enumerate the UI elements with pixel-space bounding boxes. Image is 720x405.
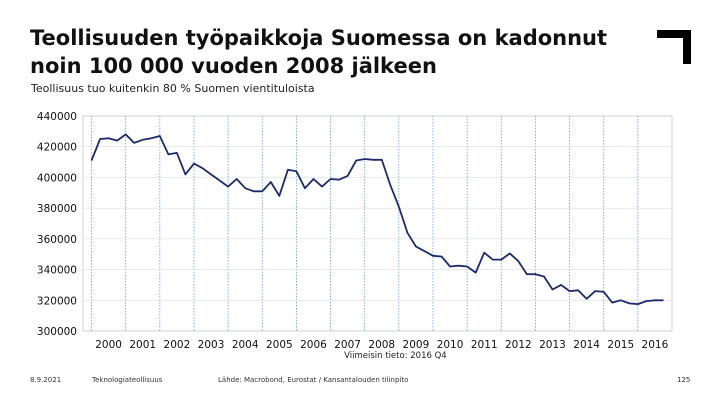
y-tick-label: 400000 [37, 172, 77, 184]
x-tick-label: 2002 [164, 339, 191, 351]
x-tick-label: 2014 [573, 339, 600, 351]
plot-frame [82, 115, 673, 332]
footer-org: Teknologiateollisuus [92, 376, 163, 384]
x-tick-label: 2013 [539, 339, 566, 351]
line-chart: 300000 320000 340000 360000 380000 400000 4200… [37, 111, 673, 361]
plot-border [82, 115, 673, 332]
x-axis-ticks: 2000 2001 2002 2003 2004 2005 2006 2007 2008 2009… [95, 339, 668, 351]
x-tick-label: 2016 [642, 339, 669, 351]
y-tick-label: 340000 [37, 265, 77, 277]
x-tick-label: 2012 [505, 339, 532, 351]
x-tick-label: 2001 [129, 339, 156, 351]
page-title-line-2: noin 100 000 vuoden 2008 jälkeen [30, 54, 437, 78]
x-tick-label: 2005 [266, 339, 293, 351]
y-tick-label: 320000 [37, 295, 77, 307]
x-tick-label: 2011 [471, 339, 498, 351]
page-number: 125 [677, 376, 691, 384]
y-tick-label: 360000 [37, 234, 77, 246]
page-title-line-1: Teollisuuden työpaikkoja Suomessa on kad… [30, 26, 608, 50]
x-gridlines [91, 116, 639, 331]
y-axis-ticks: 300000 320000 340000 360000 380000 400000 4200… [37, 111, 77, 338]
corner-bracket-icon [657, 30, 691, 64]
y-tick-label: 300000 [37, 326, 77, 338]
y-gridlines [83, 115, 672, 332]
series-line [90, 133, 664, 306]
chart-note: Viimeisin tieto: 2016 Q4 [344, 351, 447, 361]
footer-source: Lähde: Macrobond, Eurostat / Kansantalou… [218, 376, 409, 384]
series-group [90, 133, 664, 306]
y-tick-label: 420000 [37, 142, 77, 154]
x-tick-label: 2007 [334, 339, 361, 351]
x-tick-label: 2000 [95, 339, 122, 351]
page-subtitle: Teollisuus tuo kuitenkin 80 % Suomen vie… [31, 82, 315, 95]
y-tick-label: 380000 [37, 203, 77, 215]
x-tick-label: 2008 [368, 339, 395, 351]
page-title: Teollisuuden työpaikkoja Suomessa on kad… [30, 24, 630, 80]
x-tick-label: 2003 [198, 339, 225, 351]
y-tick-label: 440000 [37, 111, 77, 123]
x-tick-label: 2010 [437, 339, 464, 351]
footer-date: 8.9.2021 [30, 376, 62, 384]
x-tick-label: 2004 [232, 339, 259, 351]
x-tick-label: 2015 [607, 339, 634, 351]
x-tick-label: 2009 [403, 339, 430, 351]
x-tick-label: 2006 [300, 339, 327, 351]
